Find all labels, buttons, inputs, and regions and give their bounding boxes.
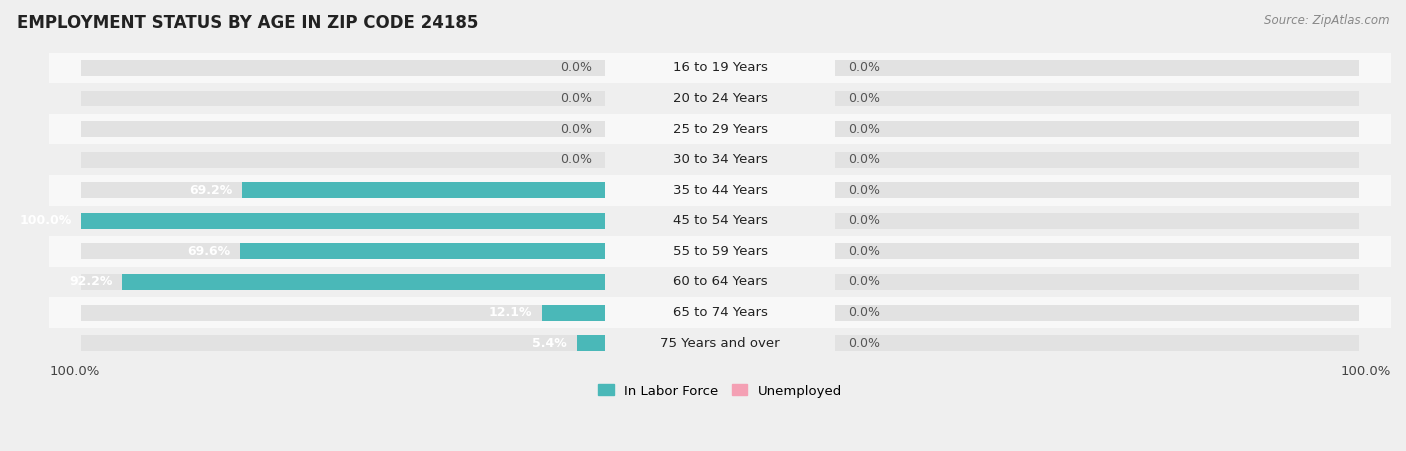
Text: 25 to 29 Years: 25 to 29 Years: [672, 123, 768, 136]
Text: 0.0%: 0.0%: [560, 153, 592, 166]
Bar: [835, 213, 1360, 229]
Bar: [835, 335, 1360, 351]
Bar: [242, 182, 605, 198]
Bar: [835, 121, 1360, 137]
Text: 100.0%: 100.0%: [20, 214, 72, 227]
Text: 35 to 44 Years: 35 to 44 Years: [672, 184, 768, 197]
Bar: [49, 83, 1391, 114]
Text: 65 to 74 Years: 65 to 74 Years: [672, 306, 768, 319]
Bar: [49, 53, 1391, 83]
Text: 0.0%: 0.0%: [848, 123, 880, 136]
Text: 0.0%: 0.0%: [560, 123, 592, 136]
Text: 0.0%: 0.0%: [848, 336, 880, 350]
Text: 16 to 19 Years: 16 to 19 Years: [672, 61, 768, 74]
Bar: [49, 297, 1391, 328]
Text: 0.0%: 0.0%: [848, 245, 880, 258]
Bar: [240, 244, 605, 259]
Bar: [541, 304, 605, 321]
Bar: [835, 274, 1360, 290]
Text: 69.2%: 69.2%: [190, 184, 233, 197]
Text: 100.0%: 100.0%: [49, 364, 100, 377]
Text: 0.0%: 0.0%: [848, 214, 880, 227]
Text: 92.2%: 92.2%: [69, 276, 112, 289]
Bar: [576, 335, 605, 351]
Text: 45 to 54 Years: 45 to 54 Years: [672, 214, 768, 227]
Text: 0.0%: 0.0%: [848, 184, 880, 197]
Bar: [835, 182, 1360, 198]
Bar: [49, 114, 1391, 144]
Bar: [82, 304, 605, 321]
Text: 30 to 34 Years: 30 to 34 Years: [672, 153, 768, 166]
Bar: [82, 213, 605, 229]
Bar: [122, 274, 605, 290]
Text: 75 Years and over: 75 Years and over: [661, 336, 780, 350]
Bar: [49, 175, 1391, 206]
Text: 0.0%: 0.0%: [560, 92, 592, 105]
Text: 0.0%: 0.0%: [848, 61, 880, 74]
Text: 0.0%: 0.0%: [848, 276, 880, 289]
Text: 0.0%: 0.0%: [848, 306, 880, 319]
Text: 0.0%: 0.0%: [560, 61, 592, 74]
Bar: [835, 60, 1360, 76]
Bar: [82, 335, 605, 351]
Bar: [82, 274, 605, 290]
Bar: [82, 244, 605, 259]
Bar: [82, 213, 605, 229]
Legend: In Labor Force, Unemployed: In Labor Force, Unemployed: [592, 379, 848, 403]
Bar: [835, 244, 1360, 259]
Text: 5.4%: 5.4%: [533, 336, 567, 350]
Text: EMPLOYMENT STATUS BY AGE IN ZIP CODE 24185: EMPLOYMENT STATUS BY AGE IN ZIP CODE 241…: [17, 14, 478, 32]
Text: 69.6%: 69.6%: [187, 245, 231, 258]
Bar: [82, 182, 605, 198]
Bar: [49, 267, 1391, 297]
Bar: [835, 152, 1360, 168]
Text: 12.1%: 12.1%: [488, 306, 531, 319]
Text: 55 to 59 Years: 55 to 59 Years: [672, 245, 768, 258]
Text: 0.0%: 0.0%: [848, 92, 880, 105]
Bar: [82, 60, 605, 76]
Bar: [82, 152, 605, 168]
Bar: [49, 236, 1391, 267]
Bar: [835, 304, 1360, 321]
Text: 0.0%: 0.0%: [848, 153, 880, 166]
Bar: [49, 206, 1391, 236]
Bar: [49, 328, 1391, 359]
Text: 100.0%: 100.0%: [1341, 364, 1391, 377]
Text: 20 to 24 Years: 20 to 24 Years: [672, 92, 768, 105]
Text: Source: ZipAtlas.com: Source: ZipAtlas.com: [1264, 14, 1389, 27]
Bar: [82, 121, 605, 137]
Bar: [835, 91, 1360, 106]
Bar: [49, 144, 1391, 175]
Bar: [82, 91, 605, 106]
Text: 60 to 64 Years: 60 to 64 Years: [672, 276, 768, 289]
